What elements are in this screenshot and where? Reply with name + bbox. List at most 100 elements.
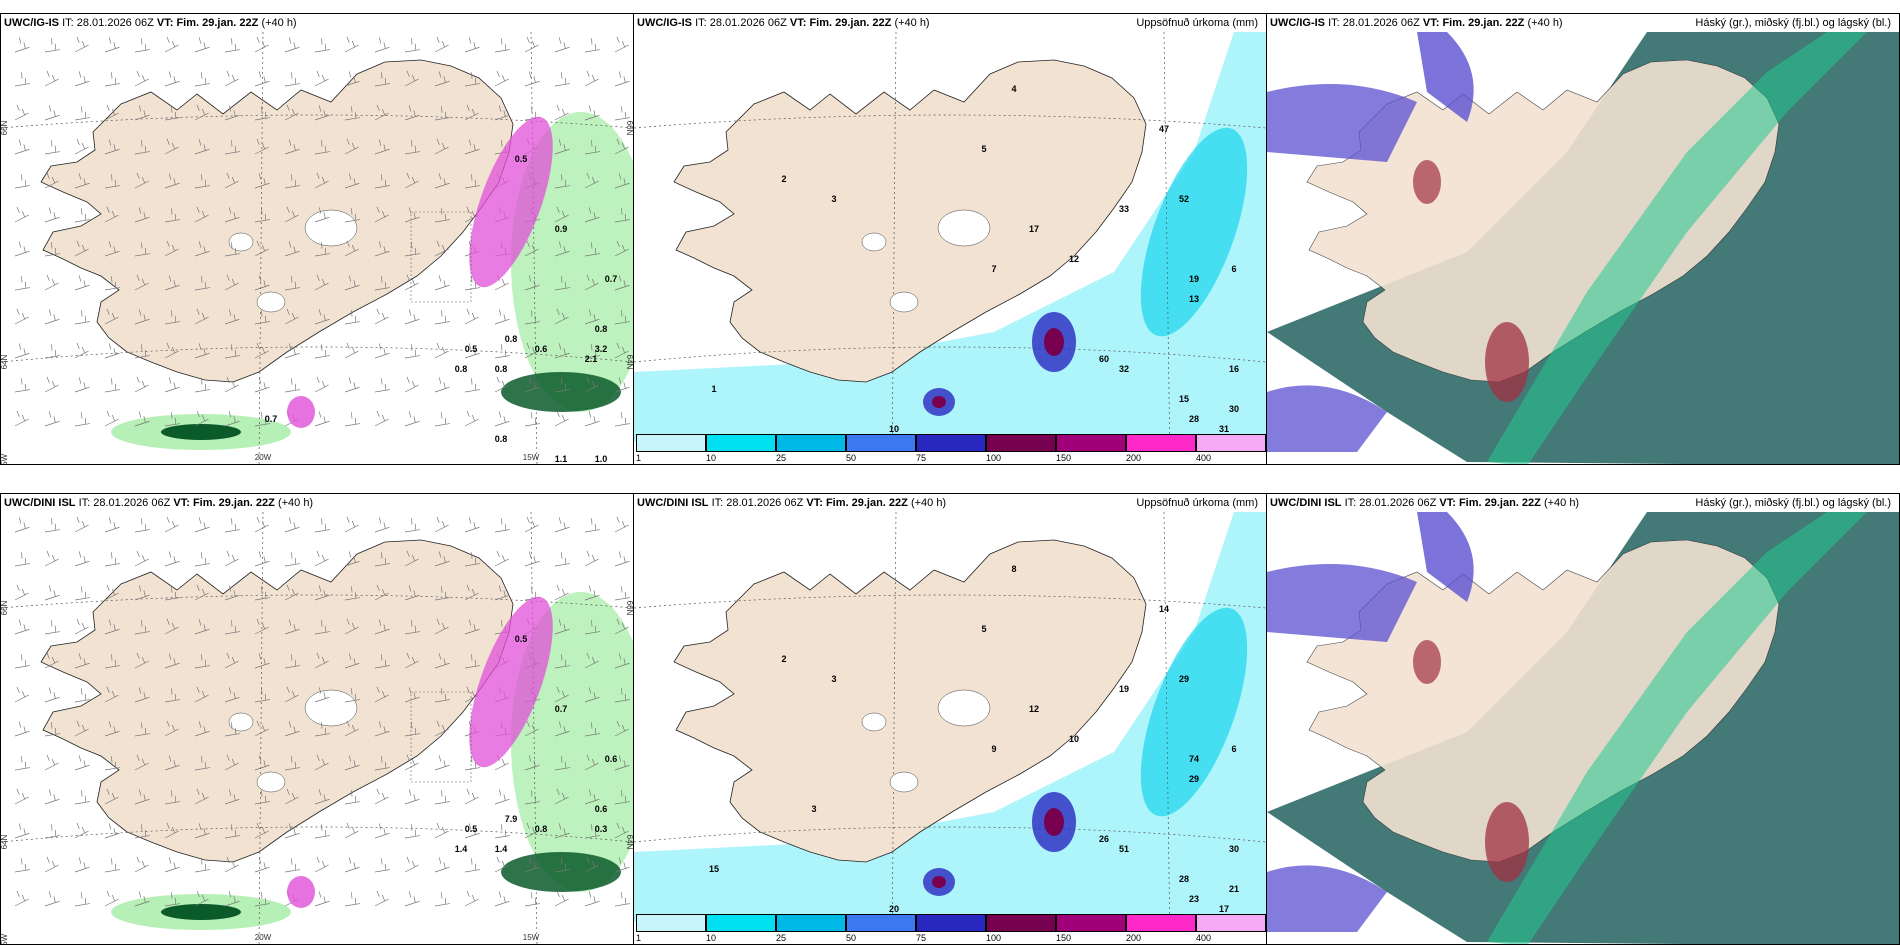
- wind-barb: [374, 308, 389, 325]
- wind-barb: [554, 686, 569, 703]
- wind-barb: [374, 721, 390, 737]
- precip-value-label: 29: [1189, 774, 1199, 784]
- wind-barb: [434, 516, 449, 533]
- wind-barb: [284, 756, 301, 771]
- wind-barb: [584, 585, 600, 601]
- wind-barb: [404, 518, 421, 533]
- wind-barb: [224, 411, 240, 427]
- wind-barb: [404, 824, 421, 839]
- precip-value-label: 12: [1069, 254, 1079, 264]
- wind-barb: [224, 242, 241, 257]
- colorbar-segment: [636, 914, 706, 932]
- wind-barb: [524, 36, 539, 53]
- wind-value-label: 0.8: [495, 364, 508, 374]
- wind-barb: [374, 584, 389, 601]
- colorbar-tick-label: 50: [846, 933, 857, 943]
- wind-barb: [614, 377, 630, 393]
- wind-barb: [254, 208, 271, 223]
- precip-value-label: 28: [1179, 874, 1189, 884]
- hatched-area: [410, 211, 472, 303]
- wind-barb: [164, 208, 181, 223]
- wind-barb: [344, 138, 359, 155]
- wind-barb: [224, 585, 240, 601]
- wind-value-label: 0.8: [535, 824, 548, 834]
- precip-value-label: 3: [831, 674, 836, 684]
- wind-barb: [464, 37, 480, 53]
- wind-barb: [554, 517, 570, 533]
- latitude-line: [1, 114, 633, 129]
- wind-barb: [194, 104, 209, 121]
- wind-barb: [554, 721, 570, 737]
- wind-barb: [284, 276, 301, 291]
- wind-barb: [164, 138, 179, 155]
- wind-barb: [14, 890, 29, 907]
- wind-barb: [224, 754, 239, 771]
- wind-barb: [224, 518, 241, 533]
- wind-barb: [14, 756, 31, 771]
- wind-barb: [284, 104, 299, 121]
- precip-value-label: 29: [1179, 674, 1189, 684]
- wind-barb: [104, 619, 120, 635]
- wind-barb: [404, 722, 421, 737]
- wind-barb: [344, 516, 359, 533]
- panel-title: UWC/IG-IS IT: 28.01.2026 06Z VT: Fim. 29…: [4, 17, 297, 29]
- wind-barb: [314, 824, 331, 839]
- colorbar-segment: [1056, 914, 1126, 932]
- wind-barb: [584, 411, 600, 427]
- wind-barb: [314, 140, 331, 155]
- wind-barb: [404, 789, 420, 805]
- wind-barb: [524, 755, 540, 771]
- wind-barb: [14, 276, 31, 291]
- wind-barb: [164, 71, 180, 87]
- wind-barb: [74, 138, 89, 155]
- wind-barb: [614, 857, 630, 873]
- wind-barb: [164, 516, 179, 533]
- wind-barb: [494, 856, 509, 873]
- wind-barb: [584, 376, 599, 393]
- wind-barb: [164, 586, 181, 601]
- wind-barb: [434, 275, 450, 291]
- wind-barb: [224, 70, 239, 87]
- wind-barb: [434, 720, 449, 737]
- wind-barb: [164, 790, 181, 805]
- wind-barb: [254, 618, 269, 635]
- wind-barb: [404, 207, 420, 223]
- wind-barb: [74, 618, 89, 635]
- axis-tick-label: 25W: [1, 453, 9, 465]
- wind-barb: [254, 412, 271, 427]
- precip-value-label: 28: [1189, 414, 1199, 424]
- cloud-title: Háský (gr.), miðský (fj.bl.) og lágský (…: [1695, 497, 1891, 509]
- colorbar-tick-label: 100: [986, 453, 1002, 463]
- wind-barb: [164, 857, 180, 873]
- wind-barb: [584, 105, 600, 121]
- cloud-map-panel-bottom: UWC/DINI ISL IT: 28.01.2026 06Z VT: Fim.…: [1266, 493, 1900, 945]
- wind-barb: [74, 310, 91, 325]
- colorbar-tick-label: 150: [1056, 453, 1072, 463]
- wind-barb: [194, 584, 209, 601]
- wind-barb: [164, 551, 180, 567]
- wind-barb: [134, 789, 150, 805]
- wind-barb: [554, 654, 571, 669]
- wind-barb: [74, 755, 90, 771]
- wind-barb: [284, 686, 299, 703]
- precip-core: [932, 396, 946, 408]
- precip-map-panel-top: UWC/IG-IS IT: 28.01.2026 06Z VT: Fim. 29…: [633, 13, 1267, 465]
- wind-barb: [254, 755, 270, 771]
- mid-cloud-band: [1487, 512, 1867, 944]
- precip-value-label: 2: [781, 174, 786, 184]
- wind-barb: [374, 619, 390, 635]
- precip-title: Uppsöfnuð úrkoma (mm): [1136, 17, 1258, 29]
- precip-core: [1044, 808, 1064, 836]
- colorbar-segment: [776, 914, 846, 932]
- wind-barb: [584, 856, 599, 873]
- heavy-precip-magenta: [469, 116, 553, 288]
- colorbar-segment: [846, 434, 916, 452]
- wind-barb: [314, 172, 329, 189]
- wind-barb: [254, 790, 271, 805]
- wind-barb: [194, 788, 209, 805]
- wind-barb: [134, 550, 149, 567]
- precip-value-label: 60: [1099, 354, 1109, 364]
- precip-light: [634, 32, 1266, 442]
- wind-barb: [194, 552, 211, 567]
